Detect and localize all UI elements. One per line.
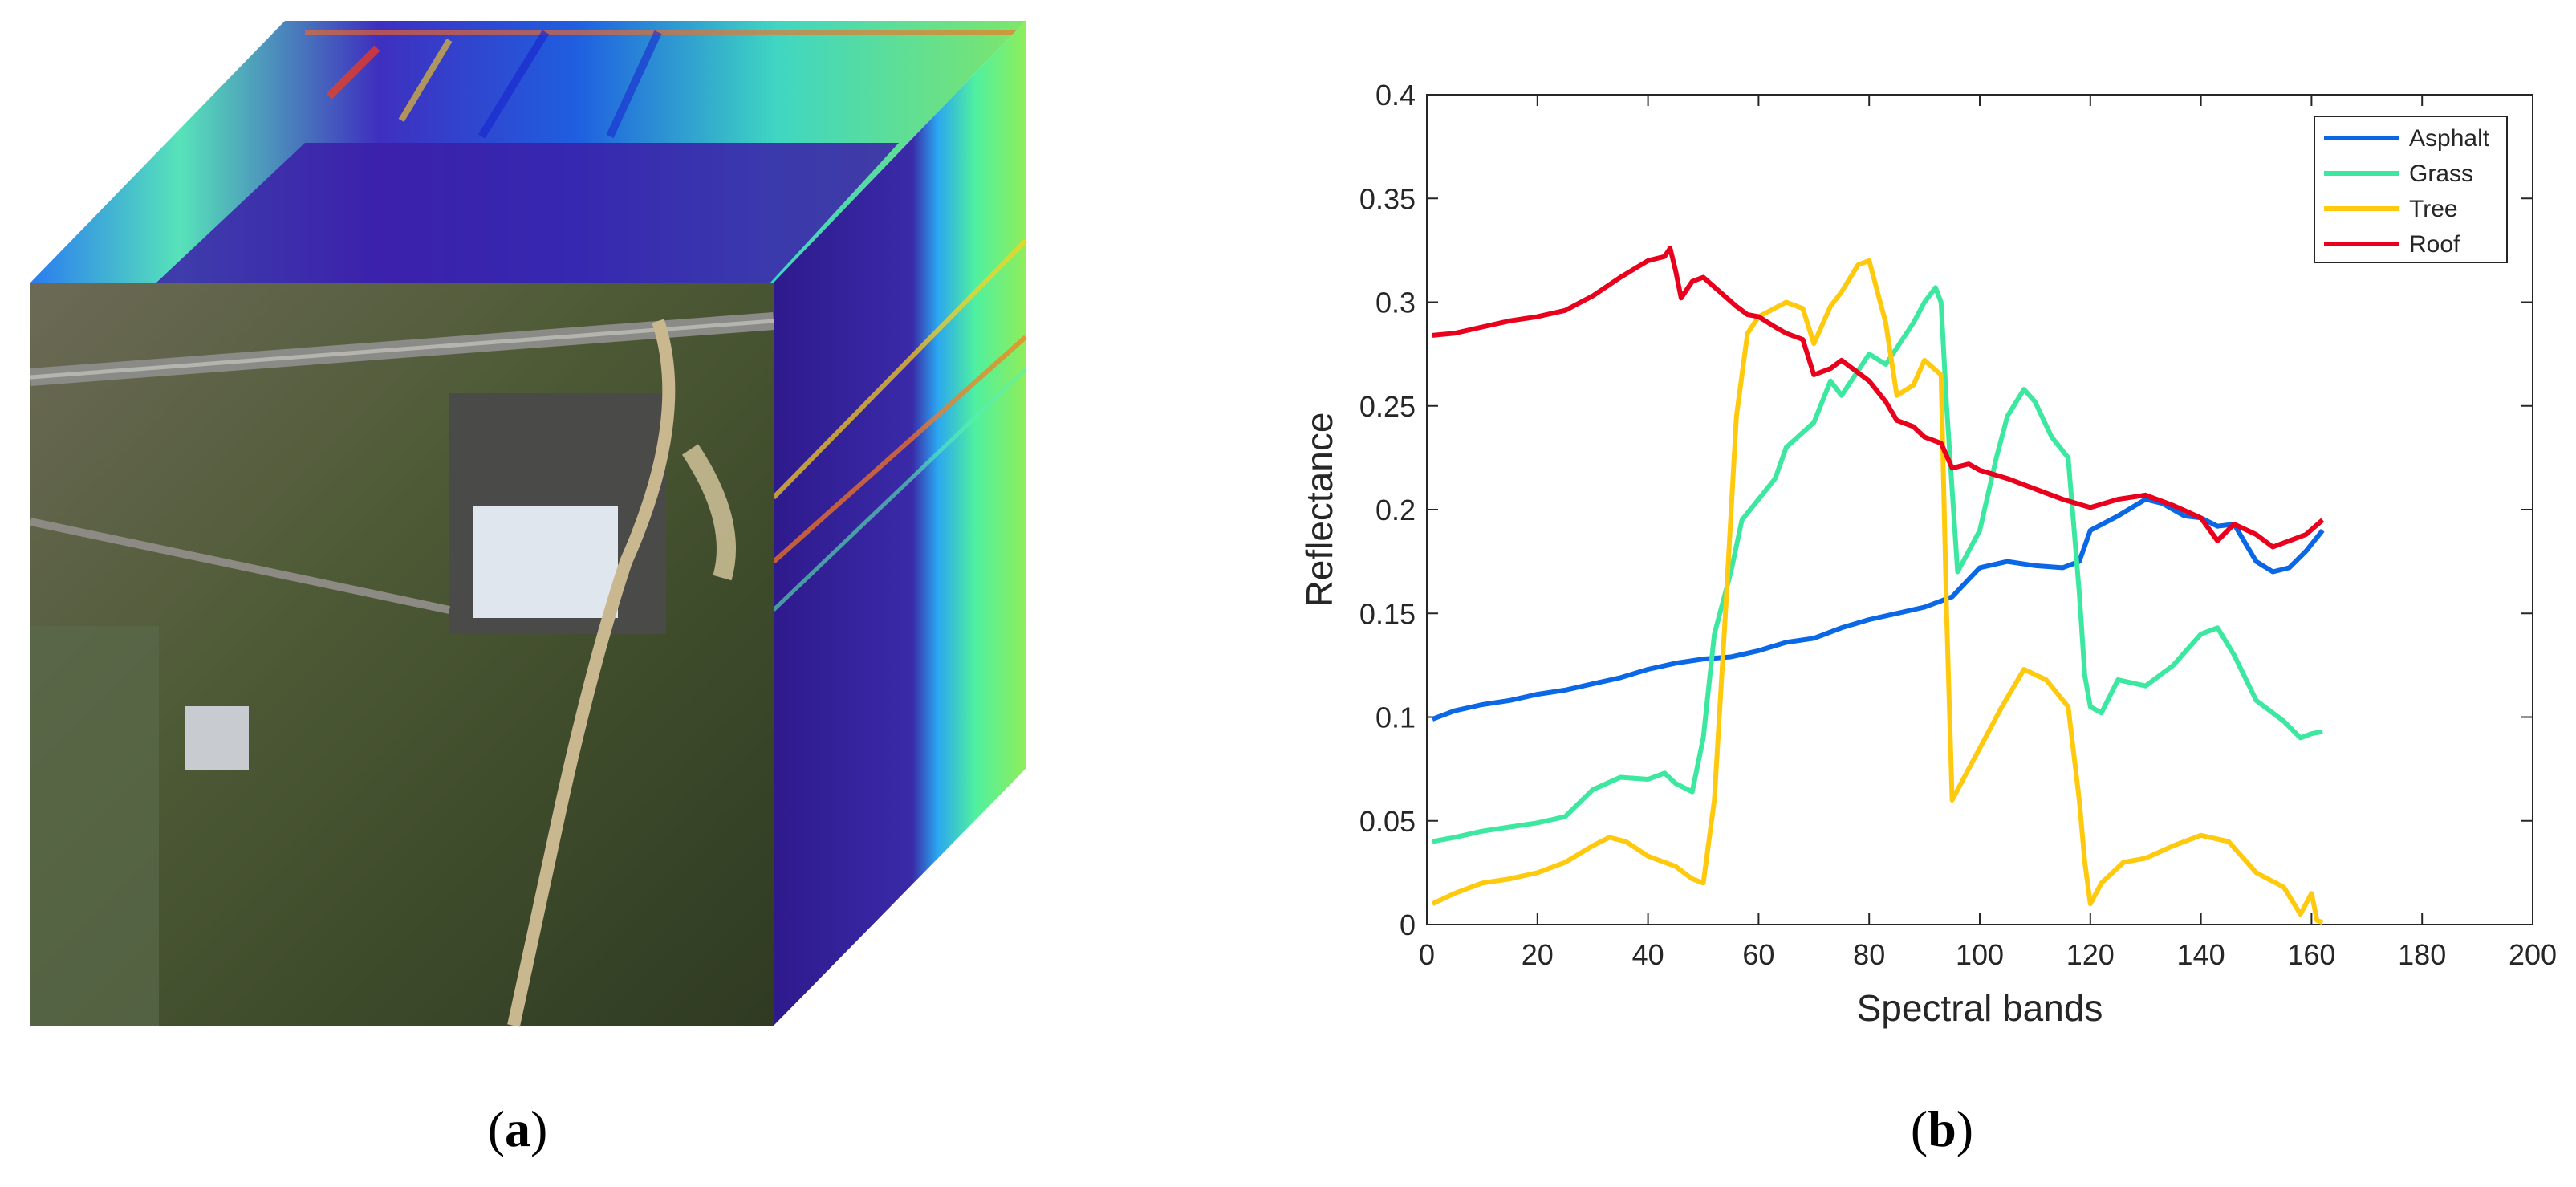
cube-side-face xyxy=(774,21,1026,1026)
x-tick-label: 120 xyxy=(2066,938,2115,971)
legend-label-grass: Grass xyxy=(2409,161,2473,187)
hyperspectral-cube xyxy=(29,21,1028,1027)
legend-label-roof: Roof xyxy=(2409,231,2460,258)
legend-label-tree: Tree xyxy=(2409,196,2458,222)
building-roof xyxy=(473,506,618,618)
y-tick-label: 0 xyxy=(1400,909,1416,941)
cube-top-inner-region xyxy=(156,143,899,283)
y-tick-label: 0.25 xyxy=(1359,390,1416,423)
legend-label-asphalt: Asphalt xyxy=(2409,125,2490,152)
y-tick-label: 0.35 xyxy=(1359,182,1416,215)
series-line-asphalt xyxy=(1431,497,2325,722)
x-tick-label: 100 xyxy=(1956,938,2004,971)
x-tick-label: 0 xyxy=(1419,938,1435,971)
series-line-tree xyxy=(1431,258,2324,925)
x-tick-label: 60 xyxy=(1742,938,1774,971)
y-tick-label: 0.4 xyxy=(1375,79,1416,112)
panel-label-b: (b) xyxy=(1911,1100,1973,1157)
y-tick-label: 0.1 xyxy=(1375,701,1416,734)
panel-label-a: (a) xyxy=(488,1100,548,1157)
x-tick-label: 200 xyxy=(2509,938,2557,971)
y-tick-label: 0.05 xyxy=(1359,805,1416,838)
series-line-grass xyxy=(1432,285,2323,844)
x-tick-label: 80 xyxy=(1853,938,1885,971)
legend-box xyxy=(2314,116,2508,263)
x-tick-label: 160 xyxy=(2287,938,2335,971)
legend: Asphalt Grass Tree Roof xyxy=(2314,116,2508,263)
y-axis: 0 0.05 0.1 0.15 0.2 0.25 0.3 0.35 0.4 xyxy=(1359,79,2533,941)
series-line-roof xyxy=(1432,246,2325,550)
spectral-line-chart: 0 0.05 0.1 0.15 0.2 0.25 0.3 0.35 0.4 0 20 40 60 80 1… xyxy=(1298,79,2557,1029)
y-axis-label: Reflectance xyxy=(1298,413,1340,608)
series-group xyxy=(1431,246,2325,925)
x-tick-label: 140 xyxy=(2177,938,2225,971)
y-tick-label: 0.3 xyxy=(1375,287,1416,319)
legend-items: Asphalt Grass Tree Roof xyxy=(2324,125,2490,258)
y-tick-label: 0.15 xyxy=(1359,597,1416,630)
x-tick-label: 180 xyxy=(2398,938,2446,971)
x-axis-label: Spectral bands xyxy=(1857,987,2103,1029)
y-tick-label: 0.2 xyxy=(1375,494,1416,526)
x-axis: 0 20 40 60 80 100 120 140 160 180 200 xyxy=(1419,95,2557,971)
x-tick-label: 40 xyxy=(1632,938,1664,971)
x-tick-label: 20 xyxy=(1522,938,1554,971)
